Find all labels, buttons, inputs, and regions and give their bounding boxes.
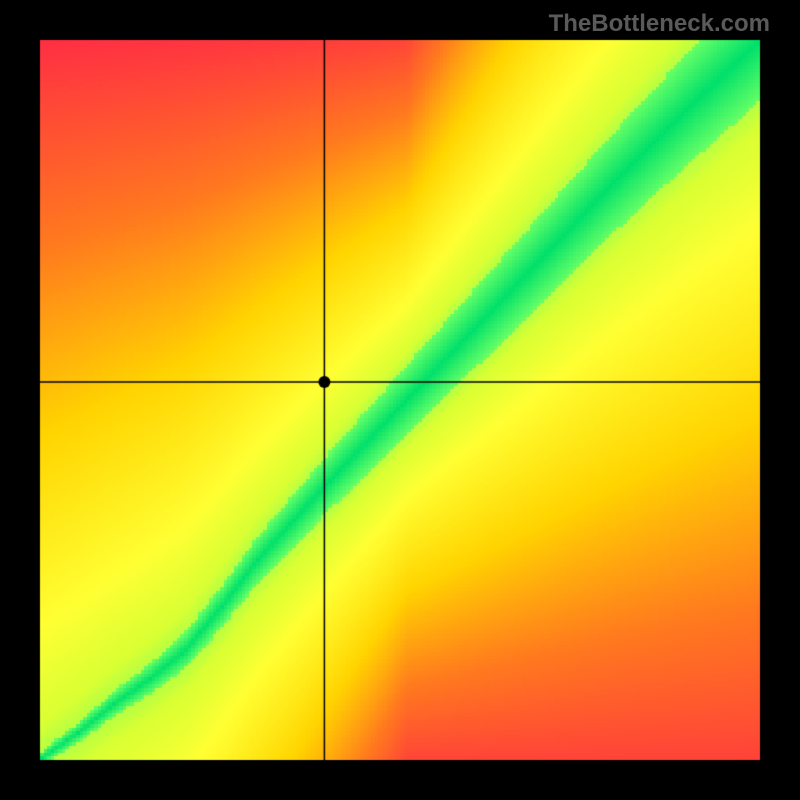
chart-container: TheBottleneck.com: [0, 0, 800, 800]
bottleneck-heatmap-canvas: [0, 0, 800, 800]
watermark-text: TheBottleneck.com: [549, 10, 770, 38]
